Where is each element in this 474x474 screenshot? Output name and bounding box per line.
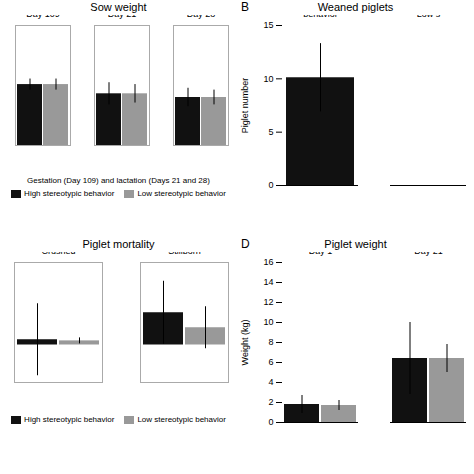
svg-text:14: 14 [263, 277, 273, 287]
svg-text:4: 4 [268, 377, 273, 387]
svg-text:Crushed: Crushed [41, 252, 75, 256]
svg-text:6: 6 [268, 357, 273, 367]
svg-text:0: 0 [268, 180, 273, 190]
html-text:High stereotypic behavior: High stereotypic behavior [24, 189, 115, 198]
svg-text:Day 21: Day 21 [414, 252, 443, 256]
svg-text:Day 109: Day 109 [26, 15, 60, 19]
html-text:Low stereotypic behavior: Low stereotypic behavior [137, 189, 226, 198]
svg-text:10: 10 [263, 74, 273, 84]
html-text:Low stereotypic behavior: Low stereotypic behavior [137, 415, 226, 424]
svg-text:12: 12 [263, 297, 273, 307]
svg-text:Low s: Low s [417, 15, 441, 19]
html-text:D: D [241, 237, 250, 251]
svg-text:Day 28: Day 28 [187, 15, 216, 19]
svg-text:5: 5 [268, 127, 273, 137]
html-text:High stereotypic behavior: High stereotypic behavior [24, 415, 115, 424]
svg-text:2: 2 [268, 397, 273, 407]
svg-text:Weight (kg): Weight (kg) [240, 320, 250, 366]
html-text:Gestation (Day 109) and lactat: Gestation (Day 109) and lactation (Days … [27, 176, 210, 185]
html-text:B: B [241, 0, 249, 14]
svg-text:0: 0 [268, 417, 273, 427]
svg-text:Piglet number: Piglet number [240, 78, 250, 134]
html-text:Sow weight: Sow weight [90, 1, 147, 13]
html-text:Piglet mortality: Piglet mortality [82, 238, 155, 250]
svg-text:15: 15 [263, 20, 273, 30]
svg-text:Day 21: Day 21 [108, 15, 137, 19]
svg-text:8: 8 [268, 337, 273, 347]
html-text:Weaned piglets: Weaned piglets [317, 1, 394, 13]
svg-text:High stereotypicbehavior: High stereotypicbehavior [288, 15, 353, 19]
html-text:Piglet weight: Piglet weight [324, 238, 387, 250]
svg-text:16: 16 [263, 257, 273, 267]
svg-text:Stillborn: Stillborn [168, 252, 201, 256]
svg-text:10: 10 [263, 317, 273, 327]
svg-text:Day 1: Day 1 [309, 252, 333, 256]
